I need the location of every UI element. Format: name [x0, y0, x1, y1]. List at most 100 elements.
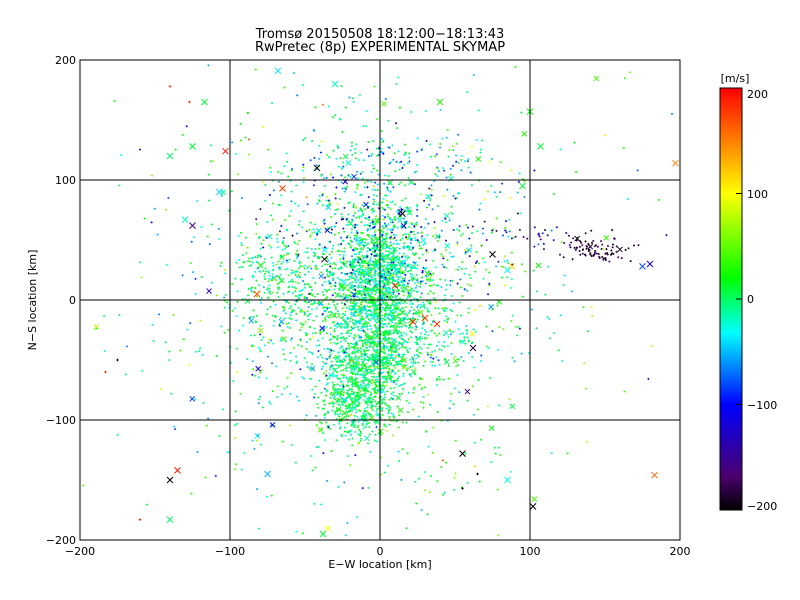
data-point	[338, 253, 341, 256]
data-point	[399, 342, 402, 345]
data-point	[416, 214, 419, 217]
data-point	[398, 322, 401, 325]
data-point	[413, 297, 416, 300]
data-point	[430, 155, 433, 158]
data-point	[502, 328, 505, 331]
data-point	[340, 369, 343, 372]
data-point	[352, 421, 355, 424]
data-point	[354, 326, 357, 329]
data-point	[465, 329, 468, 332]
data-point	[332, 244, 335, 247]
data-point	[483, 261, 486, 264]
data-point	[289, 314, 292, 317]
data-point	[354, 223, 357, 226]
data-point	[329, 313, 332, 316]
data-point	[410, 221, 413, 224]
data-point	[405, 333, 408, 336]
data-point	[333, 288, 336, 291]
data-point	[358, 339, 361, 342]
data-point	[434, 364, 437, 367]
data-point	[271, 273, 274, 276]
data-point	[315, 233, 318, 236]
data-point	[464, 248, 467, 251]
data-point	[371, 276, 374, 279]
data-point	[428, 203, 431, 206]
data-point	[309, 234, 312, 237]
data-point	[373, 225, 376, 228]
data-point	[372, 278, 375, 281]
data-point	[353, 379, 356, 382]
data-point	[353, 333, 356, 336]
data-point	[380, 342, 383, 345]
data-point	[267, 338, 270, 341]
data-point	[396, 405, 399, 408]
data-point	[357, 259, 360, 262]
data-point	[344, 314, 347, 317]
data-point	[391, 318, 394, 321]
data-point	[507, 262, 510, 265]
data-point	[388, 216, 391, 219]
data-point	[327, 411, 330, 414]
data-point	[370, 317, 373, 320]
data-point	[288, 326, 291, 329]
data-point	[394, 340, 397, 343]
data-point	[283, 387, 286, 390]
data-point	[298, 260, 301, 263]
data-point	[327, 259, 330, 262]
data-point	[365, 373, 368, 376]
data-point	[330, 173, 333, 176]
data-point	[392, 359, 395, 362]
data-point	[390, 412, 393, 415]
data-point	[513, 360, 516, 363]
data-point	[350, 231, 353, 234]
data-point	[428, 491, 431, 494]
data-point	[460, 158, 463, 161]
data-point	[347, 329, 350, 332]
data-point	[412, 246, 415, 249]
data-point	[277, 260, 280, 263]
data-point	[383, 471, 386, 474]
data-point	[334, 208, 337, 211]
data-point	[392, 413, 395, 416]
data-point	[268, 271, 271, 274]
data-point	[358, 336, 361, 339]
data-point	[362, 348, 365, 351]
data-point	[328, 203, 331, 206]
data-point	[565, 232, 568, 235]
data-point-cross	[392, 325, 399, 332]
data-point	[294, 280, 297, 283]
data-point	[383, 308, 386, 311]
data-point	[485, 239, 488, 242]
data-point	[329, 265, 332, 268]
data-point	[406, 206, 409, 209]
data-point	[407, 237, 410, 240]
data-point	[386, 307, 389, 310]
data-point	[373, 332, 376, 335]
data-point	[341, 307, 344, 310]
data-point	[597, 252, 600, 255]
data-point	[346, 422, 349, 425]
data-point	[387, 146, 390, 149]
data-point	[629, 71, 632, 74]
data-point	[449, 308, 452, 311]
data-point	[325, 289, 328, 292]
data-point	[260, 443, 263, 446]
data-point	[345, 321, 348, 324]
data-point	[392, 226, 395, 229]
data-point	[443, 340, 446, 343]
data-point	[389, 228, 392, 231]
data-point	[372, 381, 375, 384]
data-point	[393, 308, 396, 311]
data-point	[340, 345, 343, 348]
data-point	[359, 396, 362, 399]
data-point	[206, 235, 209, 238]
data-point	[436, 480, 439, 483]
data-point	[306, 203, 309, 206]
data-point	[375, 413, 378, 416]
data-point	[407, 263, 410, 266]
data-point	[362, 427, 365, 430]
data-point	[387, 270, 390, 273]
data-point	[481, 257, 484, 260]
data-point	[373, 231, 376, 234]
data-point	[393, 280, 396, 283]
